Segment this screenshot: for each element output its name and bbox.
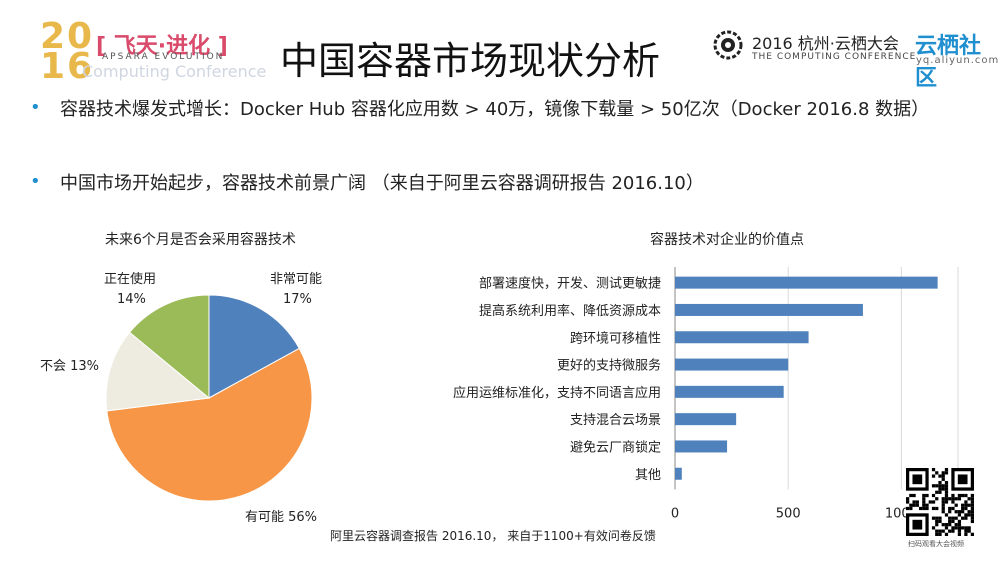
category-label: 应用运维标准化，支持不同语言应用	[453, 385, 661, 401]
pie-value-in-use: 14%	[117, 292, 146, 307]
logo-slogan: [ 飞天·进化 ]	[96, 34, 228, 59]
x-tick-label: 500	[776, 506, 801, 521]
brand-url: yq.aliyun.com	[916, 55, 1000, 66]
source-note: 阿里云容器调查报告 2016.10， 来自于1100+有效问卷反馈	[330, 529, 656, 543]
bar	[675, 303, 863, 316]
bar	[675, 440, 728, 453]
brand-name: 云栖社区	[915, 34, 982, 91]
pie-slice-possible	[106, 347, 313, 502]
pie-label-no: 不会 13%	[40, 359, 100, 374]
pie-label-in-use: 正在使用	[104, 272, 157, 287]
logo-watermark: Computing Conference	[82, 62, 267, 81]
category-label: 提高系统利用率、降低资源成本	[479, 303, 661, 319]
bullet-dot-icon: •	[30, 97, 41, 118]
category-label: 跨环境可移植性	[570, 331, 661, 346]
pie-label-very-likely: 非常可能	[270, 272, 323, 287]
bar-chart-title: 容器技术对企业的价值点	[650, 232, 804, 248]
logo-year: 2016	[40, 16, 95, 87]
logo-english: APSARA EVOLUTION	[102, 52, 225, 62]
bar	[675, 358, 789, 371]
bullet-dot-icon: •	[30, 171, 41, 192]
category-label: 其他	[635, 468, 661, 483]
bar-chart: 部署速度快，开发、测试更敏捷提高系统利用率、降低资源成本跨环境可移植性更好的支持…	[453, 267, 959, 521]
pie-chart-title: 未来6个月是否会采用容器技术	[105, 232, 296, 248]
category-label: 部署速度快，开发、测试更敏捷	[479, 276, 661, 292]
pie-slice-no	[105, 331, 211, 412]
bar	[675, 467, 682, 480]
bar	[675, 385, 784, 398]
pie-slice-very-likely	[208, 294, 300, 399]
pie-label-possible: 有可能 56%	[245, 510, 318, 525]
conference-subtitle: THE COMPUTING CONFERENCE	[752, 52, 917, 62]
qr-code-icon[interactable]	[906, 468, 974, 536]
pie-slice-in-use	[128, 294, 210, 400]
conference-logo-icon	[713, 30, 743, 60]
category-label: 支持混合云场景	[570, 413, 661, 428]
page-title: 中国容器市场现状分析	[280, 39, 661, 83]
pie-chart	[105, 294, 313, 502]
conference-name: 2016 杭州·云栖大会	[752, 34, 899, 53]
bar	[675, 276, 938, 289]
bullet-text: 中国市场开始起步，容器技术前景广阔 （来自于阿里云容器调研报告 2016.10）	[60, 173, 704, 194]
category-label: 更好的支持微服务	[557, 358, 661, 374]
pie-value-very-likely: 17%	[283, 292, 312, 307]
bar	[675, 413, 737, 426]
x-tick-label: 0	[671, 506, 679, 521]
qr-caption: 扫码观看大会视频	[908, 540, 964, 548]
bullet-text: 容器技术爆发式增长：Docker Hub 容器化应用数 > 40万，镜像下载量 …	[60, 99, 930, 120]
category-label: 避免云厂商锁定	[570, 439, 661, 455]
bar	[675, 331, 809, 344]
